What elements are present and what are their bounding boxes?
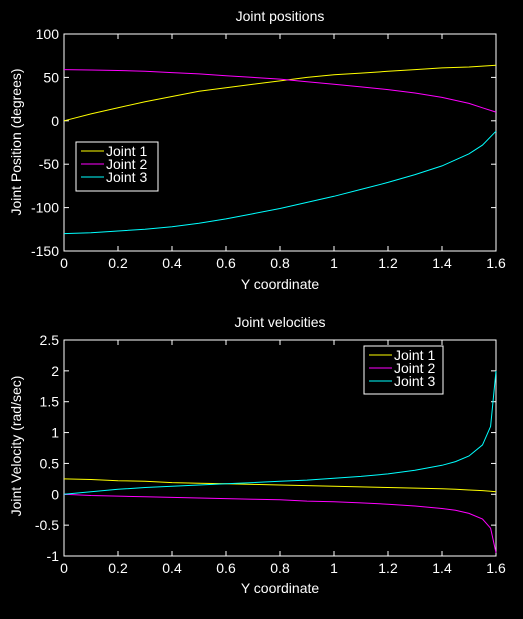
tick-marks — [63, 339, 497, 557]
y-tick-label: 100 — [36, 26, 60, 42]
chart-title: Joint positions — [236, 8, 325, 24]
joint-positions-chart: Joint positions 0 0.2 0.4 0.6 0.8 1 1.2 1.4 1.6 … — [8, 8, 506, 292]
y-axis-label: Joint Velocity (rad/sec) — [8, 376, 24, 517]
legend-label: Joint 2 — [106, 156, 147, 172]
y-tick-label: -100 — [31, 200, 59, 216]
series-line-joint-2 — [63, 493, 497, 554]
series-line-joint-1 — [63, 478, 497, 493]
x-tick-label: 0.6 — [216, 255, 236, 271]
x-tick-label: 0.2 — [108, 560, 128, 576]
x-tick-label: 0.8 — [270, 560, 290, 576]
legend-label: Joint 3 — [106, 169, 147, 185]
x-tick-label: 1.4 — [432, 560, 452, 576]
x-axis-label: Y coordinate — [241, 580, 320, 596]
y-tick-label: -1 — [47, 548, 60, 564]
legend-label: Joint 2 — [394, 360, 435, 376]
y-tick-label: 1 — [51, 425, 59, 441]
x-tick-label: 0 — [60, 255, 68, 271]
y-tick-label: 50 — [43, 69, 59, 85]
y-tick-label: 1.5 — [40, 394, 60, 410]
chart-title: Joint velocities — [234, 314, 325, 330]
x-tick-label: 1.4 — [432, 255, 452, 271]
y-tick-label: -0.5 — [35, 517, 59, 533]
legend-label: Joint 1 — [106, 143, 147, 159]
y-tick-label: 0 — [51, 486, 59, 502]
y-tick-label: 0 — [51, 113, 59, 129]
joint-velocities-chart: Joint velocities 0 0.2 0.4 0.6 0.8 1 1.2 1.4 1.6… — [8, 314, 506, 596]
x-tick-label: 1.6 — [486, 255, 506, 271]
legend-label: Joint 3 — [394, 373, 435, 389]
legend-label: Joint 1 — [394, 347, 435, 363]
x-tick-label: 0 — [60, 560, 68, 576]
x-tick-label: 0.4 — [162, 560, 182, 576]
y-tick-labels: 100 50 0 -50 -100 -150 — [31, 26, 59, 259]
x-tick-labels: 0 0.2 0.4 0.6 0.8 1 1.2 1.4 1.6 — [60, 560, 506, 576]
series-line-joint-3 — [63, 130, 497, 235]
series-line-joint-2 — [63, 69, 497, 113]
y-tick-label: 0.5 — [40, 455, 60, 471]
x-tick-label: 1.2 — [378, 255, 398, 271]
series-line-joint-1 — [63, 64, 497, 122]
series-line-joint-3 — [63, 370, 497, 495]
legend-box — [75, 141, 159, 192]
y-tick-label: 2.5 — [40, 332, 60, 348]
y-axis-label: Joint Position (degrees) — [8, 68, 24, 215]
tick-marks — [63, 33, 497, 252]
x-tick-labels: 0 0.2 0.4 0.6 0.8 1 1.2 1.4 1.6 — [60, 255, 506, 271]
x-tick-label: 1 — [330, 255, 338, 271]
x-tick-label: 1.6 — [486, 560, 506, 576]
x-tick-label: 0.6 — [216, 560, 236, 576]
series-lines — [63, 64, 497, 235]
x-tick-label: 1.2 — [378, 560, 398, 576]
y-tick-labels: 2.5 2 1.5 1 0.5 0 -0.5 -1 — [35, 332, 59, 564]
x-tick-label: 0.4 — [162, 255, 182, 271]
x-axis-label: Y coordinate — [241, 276, 320, 292]
x-tick-label: 0.8 — [270, 255, 290, 271]
legend-box — [363, 345, 444, 395]
series-lines — [63, 370, 497, 554]
y-tick-label: 2 — [51, 363, 59, 379]
x-tick-label: 1 — [330, 560, 338, 576]
x-tick-label: 0.2 — [108, 255, 128, 271]
y-tick-label: -150 — [31, 243, 59, 259]
y-tick-label: -50 — [39, 156, 59, 172]
